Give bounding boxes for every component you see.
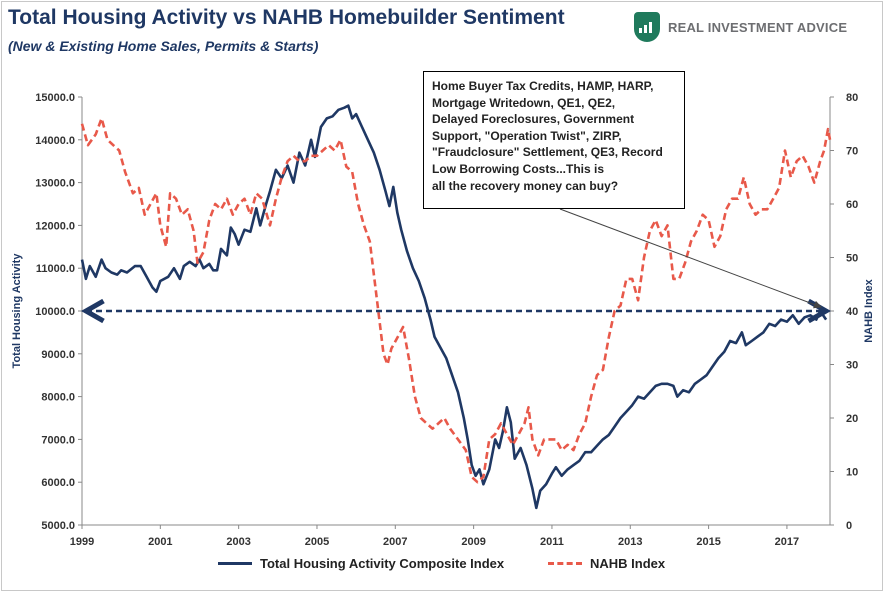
series-line-nahb bbox=[80, 117, 832, 484]
x-tick-label: 2015 bbox=[696, 536, 720, 548]
y-tick-label: 13000.0 bbox=[35, 178, 75, 190]
y2-tick-label: 10 bbox=[846, 467, 858, 479]
legend-item-nahb: NAHB Index bbox=[548, 556, 665, 571]
y2-tick-label: 70 bbox=[846, 146, 858, 158]
x-tick-label: 2003 bbox=[226, 536, 250, 548]
legend-label-nahb: NAHB Index bbox=[590, 556, 666, 571]
annotation-line: Low Borrowing Costs...This is bbox=[432, 161, 605, 176]
y-tick-label: 6000.0 bbox=[41, 477, 75, 489]
y2-tick-label: 40 bbox=[846, 306, 858, 318]
y2-tick-label: 50 bbox=[846, 253, 858, 265]
y-tick-label: 10000.0 bbox=[35, 306, 75, 318]
annotation-box: Home Buyer Tax Credits, HAMP, HARP, Mort… bbox=[423, 71, 685, 209]
series-line-housing bbox=[80, 104, 828, 510]
logo-text: REAL INVESTMENT ADVICE bbox=[668, 19, 848, 35]
brand-logo: REAL INVESTMENT ADVICE bbox=[634, 12, 847, 42]
annotation-line: Mortgage Writedown, QE1, QE2, bbox=[432, 95, 616, 110]
x-tick-label: 2005 bbox=[305, 536, 329, 548]
chart-title: Total Housing Activity vs NAHB Homebuild… bbox=[8, 6, 565, 29]
annotation-line: Delayed Foreclosures, Government bbox=[432, 112, 635, 127]
y-tick-label: 14000.0 bbox=[35, 135, 75, 147]
y2-tick-label: 60 bbox=[846, 199, 858, 211]
y-tick-label: 7000.0 bbox=[41, 434, 75, 446]
y2-tick-label: 30 bbox=[846, 360, 858, 372]
y-tick-label: 8000.0 bbox=[41, 392, 75, 404]
y-tick-label: 11000.0 bbox=[36, 263, 75, 275]
legend: Total Housing Activity Composite Index N… bbox=[0, 556, 886, 578]
y-axis-label: Total Housing Activity bbox=[11, 253, 23, 369]
annotation-line: Home Buyer Tax Credits, HAMP, HARP, bbox=[432, 79, 654, 93]
annotation-line: all the recovery money can buy? bbox=[432, 178, 619, 193]
chart-subtitle: (New & Existing Home Sales, Permits & St… bbox=[8, 38, 319, 54]
legend-swatch-housing bbox=[218, 562, 252, 565]
x-tick-label: 2013 bbox=[618, 536, 642, 548]
x-tick-label: 2009 bbox=[461, 536, 485, 548]
y-tick-label: 15000.0 bbox=[35, 92, 75, 104]
y-tick-label: 12000.0 bbox=[35, 220, 75, 232]
y2-tick-label: 20 bbox=[846, 413, 858, 425]
x-tick-label: 2017 bbox=[775, 536, 799, 548]
y2-axis-label: NAHB Index bbox=[863, 278, 875, 342]
chart-shield-icon bbox=[634, 12, 660, 42]
y2-tick-label: 80 bbox=[846, 92, 858, 104]
legend-swatch-nahb bbox=[548, 562, 582, 565]
annotation-line: Support, "Operation Twist", ZIRP, bbox=[432, 128, 622, 143]
annotation-pointer bbox=[559, 208, 822, 309]
y2-tick-label: 0 bbox=[846, 520, 852, 532]
x-tick-label: 2011 bbox=[540, 536, 564, 548]
x-tick-label: 1999 bbox=[70, 536, 94, 548]
legend-item-housing: Total Housing Activity Composite Index bbox=[218, 556, 504, 571]
y-tick-label: 5000.0 bbox=[41, 520, 75, 532]
y-tick-label: 9000.0 bbox=[41, 349, 75, 361]
legend-label-housing: Total Housing Activity Composite Index bbox=[260, 556, 505, 571]
x-tick-label: 2001 bbox=[148, 536, 172, 548]
x-tick-label: 2007 bbox=[383, 536, 407, 548]
annotation-line: "Fraudclosure" Settlement, QE3, Record bbox=[432, 145, 663, 160]
